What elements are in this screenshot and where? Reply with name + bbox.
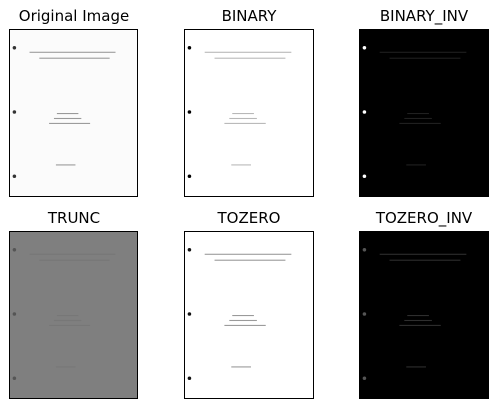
text-line [406,164,426,166]
punch-hole [187,46,192,50]
text-line [39,57,110,59]
text-line [231,164,251,166]
text-line [55,366,76,368]
text-line [407,315,429,317]
document-page-image [187,248,292,381]
text-line [399,324,441,326]
text-line [49,122,91,124]
document-page-image [187,46,292,179]
text-line [232,315,254,317]
text-line [399,122,441,124]
text-line [55,164,76,166]
document-page-image [362,46,467,179]
text-line [29,253,116,255]
punch-hole [362,174,367,179]
image-tozero [184,231,314,399]
punch-hole [362,376,367,381]
panel-title-trunc: TRUNC [47,209,101,227]
text-line [214,259,286,261]
punch-hole [187,248,192,252]
punch-hole [362,46,367,50]
text-line [56,113,79,115]
panel-title-binary: BINARY [221,7,277,25]
punch-hole [12,110,17,114]
text-line [231,366,251,368]
panel-title-tozero-inv: TOZERO_INV [375,209,473,227]
text-line [224,122,266,124]
image-trunc [9,231,138,399]
punch-hole [362,110,367,114]
text-line [214,57,286,59]
document-page-image [362,248,467,381]
text-line [29,51,116,53]
panel-title-original: Original Image [18,7,130,25]
text-line [379,253,467,255]
punch-hole [187,376,192,381]
text-line [389,57,461,59]
text-line [404,319,432,322]
punch-hole [187,312,192,316]
panel-title-binary-inv: BINARY_INV [379,7,469,25]
image-binary-inv [359,29,489,197]
text-line [407,113,429,115]
text-line [49,324,91,326]
document-page-image [12,248,116,381]
text-line [229,319,257,322]
text-line [204,253,292,255]
punch-hole [12,46,17,50]
text-line [56,315,79,317]
text-line [389,259,461,261]
image-binary [184,29,314,197]
punch-hole [187,174,192,179]
text-line [232,113,254,115]
punch-hole [362,312,367,316]
punch-hole [187,110,192,114]
punch-hole [12,312,17,316]
text-line [53,319,82,322]
punch-hole [12,174,17,179]
text-line [53,117,82,120]
punch-hole [12,248,17,252]
image-original [9,29,138,197]
text-line [224,324,266,326]
punch-hole [12,376,17,381]
text-line [404,117,432,120]
text-line [379,51,467,53]
text-line [204,51,292,53]
punch-hole [362,248,367,252]
image-tozero-inv [359,231,489,399]
panel-title-tozero: TOZERO [217,209,281,227]
text-line [229,117,257,120]
text-line [39,259,110,261]
document-page-image [12,46,116,179]
text-line [406,366,426,368]
